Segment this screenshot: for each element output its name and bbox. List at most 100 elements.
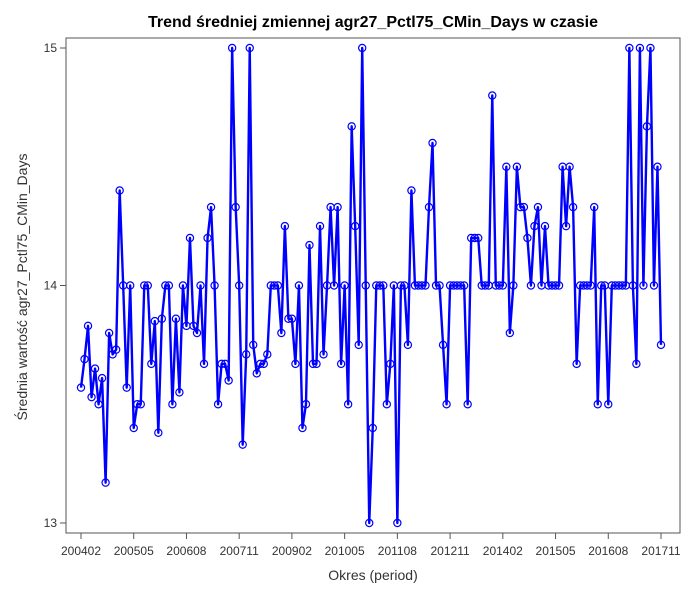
x-tick-label: 201108 xyxy=(378,544,417,558)
data-point xyxy=(192,328,202,338)
data-point xyxy=(509,281,518,290)
data-point xyxy=(287,314,297,323)
data-point xyxy=(227,43,237,53)
series-line xyxy=(79,46,663,525)
data-point xyxy=(97,373,107,383)
data-point xyxy=(336,359,346,369)
x-tick-label: 201005 xyxy=(325,544,365,558)
data-point xyxy=(635,43,645,53)
data-point xyxy=(333,202,342,212)
data-point xyxy=(561,221,571,231)
data-point xyxy=(203,233,212,243)
data-point xyxy=(505,328,515,338)
data-point xyxy=(470,233,479,243)
data-point xyxy=(459,281,469,290)
series-layer xyxy=(76,43,666,528)
data-point xyxy=(393,518,402,528)
y-tick-label: 13 xyxy=(44,516,58,530)
data-point xyxy=(87,392,96,402)
data-point xyxy=(361,281,370,290)
data-point xyxy=(417,281,427,290)
data-point xyxy=(386,359,395,369)
x-tick-label: 200505 xyxy=(114,544,154,558)
data-point xyxy=(639,281,648,290)
data-point xyxy=(597,281,606,290)
data-point xyxy=(196,281,205,290)
data-point xyxy=(358,43,367,53)
data-point xyxy=(199,359,209,369)
data-point xyxy=(256,359,265,369)
data-point xyxy=(343,400,353,409)
data-point xyxy=(438,340,448,350)
data-point xyxy=(340,281,349,290)
data-point xyxy=(122,383,131,392)
data-point xyxy=(111,345,121,354)
data-point xyxy=(481,281,490,290)
data-point xyxy=(400,281,409,290)
data-point xyxy=(126,281,135,290)
data-point xyxy=(382,400,392,409)
data-point xyxy=(319,350,328,359)
data-point xyxy=(115,186,124,195)
data-point xyxy=(502,162,511,171)
data-point xyxy=(280,221,290,231)
x-tick-label: 201402 xyxy=(483,544,523,558)
data-point xyxy=(175,388,184,397)
data-point xyxy=(379,281,388,290)
data-point xyxy=(217,359,226,369)
data-point xyxy=(224,376,233,385)
data-point xyxy=(277,328,286,338)
data-point xyxy=(590,202,599,212)
data-point xyxy=(273,281,283,290)
data-point xyxy=(210,281,219,290)
data-point xyxy=(530,221,539,231)
data-point xyxy=(242,350,251,359)
data-point xyxy=(298,423,307,433)
y-tick-label: 15 xyxy=(44,41,58,55)
data-point xyxy=(94,400,103,409)
data-point xyxy=(551,281,560,290)
data-point xyxy=(350,221,360,231)
data-point xyxy=(463,400,472,409)
data-point xyxy=(474,233,483,243)
x-tick-label: 201608 xyxy=(588,544,628,558)
data-point xyxy=(189,321,198,331)
data-point xyxy=(523,233,532,243)
data-point xyxy=(375,281,384,290)
data-point xyxy=(284,314,293,323)
data-point xyxy=(157,314,167,323)
data-point xyxy=(164,281,174,290)
data-point xyxy=(628,281,638,290)
data-point xyxy=(554,281,564,290)
data-point xyxy=(252,369,261,378)
data-point xyxy=(245,43,254,53)
data-point xyxy=(421,281,430,290)
data-point xyxy=(396,281,406,290)
data-point xyxy=(431,281,441,290)
data-point xyxy=(495,281,504,290)
data-point xyxy=(428,138,437,148)
x-tick-label: 200402 xyxy=(61,544,101,558)
data-point xyxy=(308,359,318,369)
data-point xyxy=(249,340,258,350)
data-point xyxy=(646,43,655,53)
data-point xyxy=(488,91,497,100)
data-point xyxy=(76,383,86,392)
data-point xyxy=(456,281,465,290)
x-tick-label: 201211 xyxy=(431,544,470,558)
data-point xyxy=(354,340,363,350)
y-axis: 13 14 15 xyxy=(44,41,66,530)
x-axis: 200402 200505 200608 200711 200902 201005 2011… xyxy=(61,533,681,558)
data-point xyxy=(104,328,114,338)
data-point xyxy=(516,202,525,212)
y-axis-title: Średnia wartość agr27_Pctl75_CMin_Days xyxy=(13,154,30,421)
data-point xyxy=(259,359,268,369)
data-point xyxy=(136,400,145,409)
data-point xyxy=(565,162,574,171)
data-point xyxy=(154,428,163,437)
y-tick-label: 14 xyxy=(44,279,58,293)
data-point xyxy=(442,400,451,409)
data-point xyxy=(435,281,444,290)
data-point xyxy=(649,281,659,290)
